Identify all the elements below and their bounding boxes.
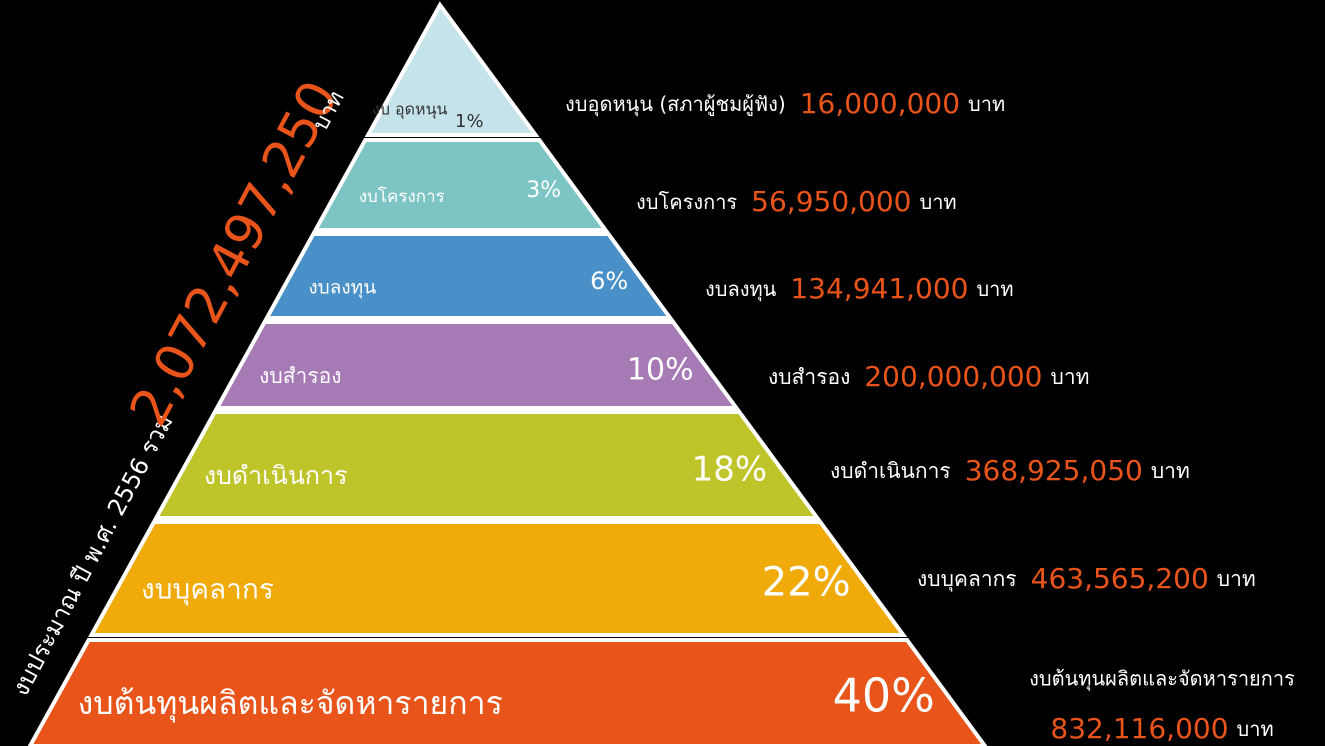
layer-label: งบอุดหนุน (สภาผู้ชมผู้ฟัง) 16,000,000 บาท	[565, 87, 1005, 120]
layer-name: งบดำเนินการ	[204, 461, 348, 490]
layer-percent: 18%	[692, 450, 768, 490]
layer-name: งบโครงการ	[359, 186, 445, 207]
layer-unit: บาท	[1217, 567, 1256, 591]
pyramid-layer	[88, 520, 908, 637]
layer-amount: 134,941,000	[790, 272, 968, 305]
layer-percent: 1%	[455, 111, 484, 132]
layer-label: งบสำรอง 200,000,000 บาท	[768, 360, 1089, 393]
layer-percent: 3%	[526, 178, 561, 203]
layer-percent: 22%	[762, 560, 851, 606]
layer-label: งบต้นทุนผลิตและจัดหารายการ	[1029, 667, 1295, 692]
pyramid-layer	[312, 138, 610, 232]
layer-name: งบ อุดหนุน	[372, 100, 448, 120]
layer-label-text: งบลงทุน	[705, 277, 777, 302]
layer-label: งบลงทุน 134,941,000 บาท	[705, 272, 1014, 305]
layer-unit: บาท	[1151, 459, 1190, 483]
pyramid-layer	[213, 320, 741, 410]
layer-label-text: งบอุดหนุน (สภาผู้ชมผู้ฟัง)	[565, 92, 786, 117]
layer-unit: บาท	[1237, 717, 1274, 741]
layer-amount: 368,925,050	[965, 454, 1143, 487]
layer-label-text: งบบุคลากร	[917, 567, 1017, 592]
layer-label: งบบุคลากร 463,565,200 บาท	[917, 562, 1256, 595]
layer-percent: 40%	[833, 669, 935, 723]
layer-unit: บาท	[976, 277, 1013, 301]
layer-label: งบดำเนินการ 368,925,050 บาท	[830, 454, 1190, 487]
layer-percent: 10%	[627, 353, 694, 388]
layer-amount: 16,000,000	[800, 87, 960, 120]
layer-name: งบบุคลากร	[141, 573, 274, 607]
layer-label-text: งบสำรอง	[768, 365, 850, 389]
layer-label-text: งบโครงการ	[636, 190, 737, 214]
layer-amount: 463,565,200	[1031, 562, 1209, 595]
layer-label: งบโครงการ 56,950,000 บาท	[636, 185, 957, 218]
layer-unit: บาท	[920, 190, 957, 214]
layer-unit: บาท	[1050, 365, 1089, 389]
layer-unit: บาท	[968, 92, 1005, 116]
pyramid-layer	[364, 1, 540, 137]
layer-name: งบลงทุน	[308, 277, 376, 300]
layer-amount-line: 832,116,000 บาท	[1050, 712, 1273, 745]
pyramid-layer	[152, 410, 822, 520]
pyramid-layer	[263, 232, 675, 320]
layer-amount: 56,950,000	[751, 185, 911, 218]
layer-amount: 200,000,000	[864, 360, 1042, 393]
layer-label-text: งบดำเนินการ	[830, 459, 951, 483]
layer-name: งบต้นทุนผลิตและจัดหารายการ	[78, 684, 503, 723]
layer-percent: 6%	[590, 267, 628, 295]
layer-amount: 832,116,000	[1050, 712, 1228, 745]
pyramid-layer	[27, 638, 988, 746]
layer-name: งบสำรอง	[259, 364, 341, 388]
